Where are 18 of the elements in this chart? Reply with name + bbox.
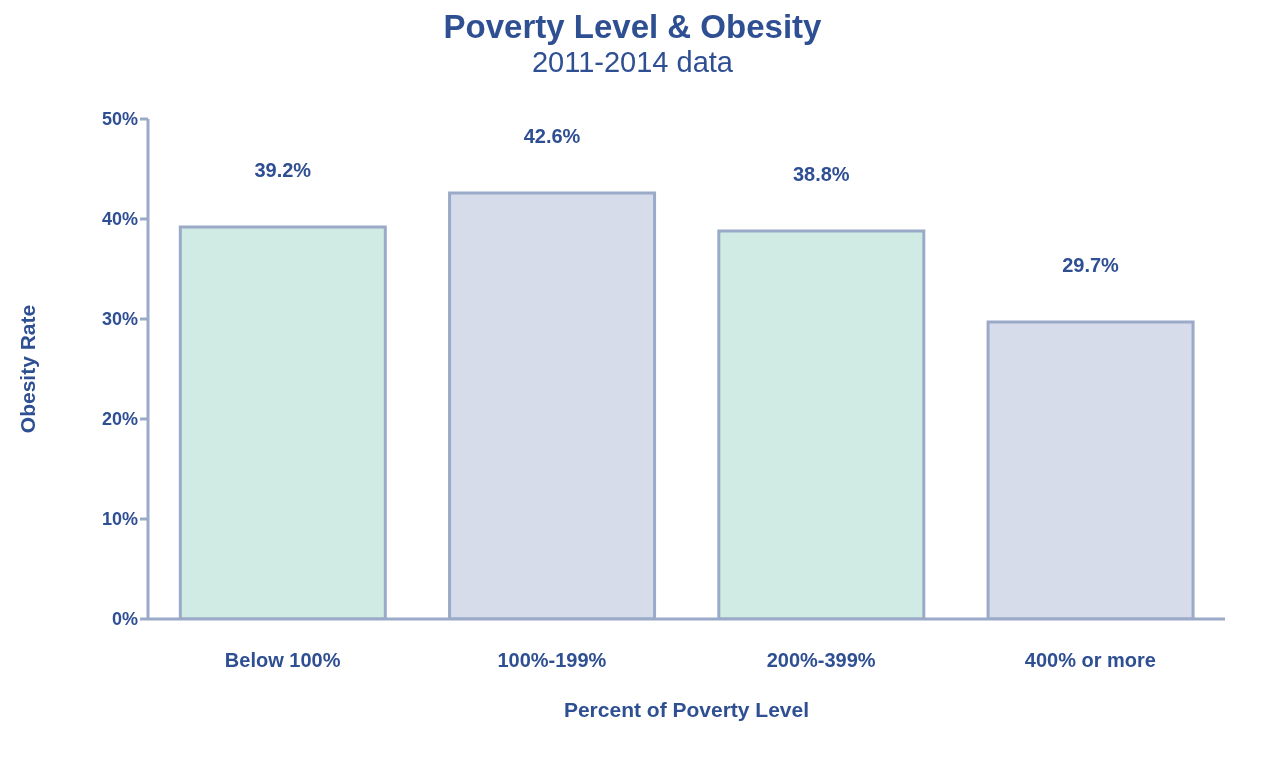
- y-tick-label: 20%: [101, 409, 138, 430]
- data-label: 29.7%: [1062, 254, 1120, 276]
- y-tick-label: 40%: [101, 209, 138, 230]
- y-tick-label: 0%: [111, 609, 138, 630]
- data-label: 38.8%: [792, 163, 850, 185]
- x-tick-label: 100%-199%: [497, 649, 607, 672]
- data-label: 42.6%: [523, 125, 581, 147]
- y-tick-label: 50%: [101, 109, 138, 130]
- x-axis-title: Percent of Poverty Level: [563, 698, 810, 721]
- x-tick-label: 400% or more: [1024, 649, 1156, 672]
- chart-subtitle: 2011-2014 data: [530, 46, 734, 79]
- x-tick-label: 200%-399%: [766, 649, 876, 672]
- y-tick-label: 10%: [101, 509, 138, 530]
- y-axis-title: Obesity Rate: [16, 304, 40, 434]
- x-tick-label: Below 100%: [224, 649, 341, 672]
- y-tick-label: 30%: [101, 309, 138, 330]
- chart-title: Poverty Level & Obesity: [442, 8, 823, 46]
- data-label: 39.2%: [254, 159, 312, 181]
